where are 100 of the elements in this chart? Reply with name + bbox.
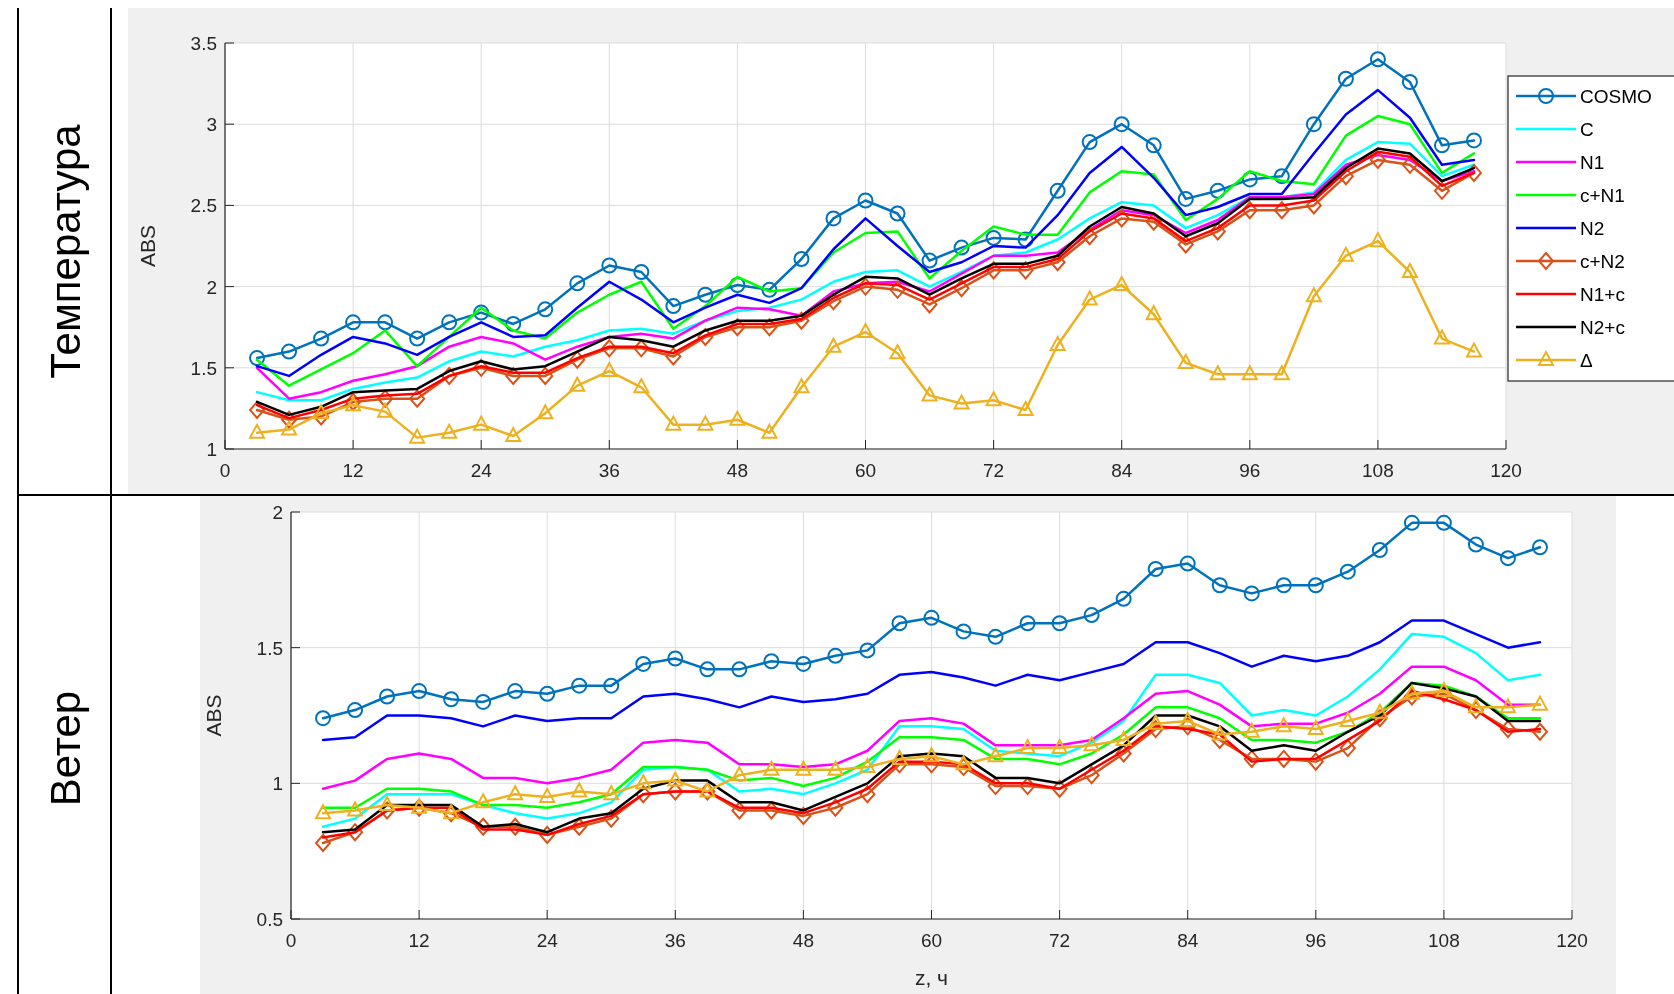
point — [667, 650, 684, 667]
x-tick-label: 96 — [1239, 460, 1261, 481]
point — [409, 389, 426, 408]
point — [313, 404, 330, 420]
legend-label: N2+c — [1580, 317, 1625, 338]
point — [1241, 201, 1258, 220]
point — [345, 314, 362, 331]
point — [953, 394, 970, 410]
point — [1019, 777, 1036, 796]
point — [1371, 541, 1388, 558]
point — [633, 378, 650, 394]
point — [953, 279, 970, 298]
point — [1115, 744, 1132, 763]
point — [571, 677, 588, 694]
point — [1401, 262, 1418, 278]
point — [889, 280, 906, 299]
x-tick-label: 84 — [1111, 460, 1133, 481]
point — [889, 344, 906, 360]
point — [793, 311, 810, 330]
point — [633, 339, 650, 358]
point — [795, 760, 812, 776]
x-tick-label: 12 — [408, 930, 430, 951]
point — [635, 655, 652, 672]
point — [921, 295, 938, 314]
point — [475, 793, 492, 809]
point — [697, 327, 714, 346]
legend-label: Δ — [1580, 350, 1593, 371]
point — [1115, 730, 1132, 746]
point — [379, 796, 396, 812]
point — [473, 304, 490, 321]
point — [795, 806, 812, 825]
point — [281, 410, 298, 429]
point — [1017, 401, 1034, 417]
point — [793, 250, 810, 267]
text: Ветер — [42, 690, 89, 807]
legend-label: c+N2 — [1580, 251, 1625, 272]
point — [603, 809, 620, 828]
point — [1177, 235, 1194, 254]
point — [1307, 720, 1324, 736]
point — [1369, 150, 1386, 169]
point — [1083, 736, 1100, 752]
point — [1467, 536, 1484, 553]
point — [795, 655, 812, 672]
point — [1433, 137, 1450, 154]
point — [379, 801, 396, 820]
point — [697, 415, 714, 431]
point — [825, 292, 842, 311]
point — [1049, 182, 1066, 199]
point — [505, 315, 522, 332]
point — [985, 391, 1002, 407]
point — [1465, 132, 1482, 149]
point — [1499, 698, 1516, 714]
legend-label: N1+c — [1580, 284, 1625, 305]
point — [793, 378, 810, 394]
point — [473, 358, 490, 377]
point — [347, 823, 364, 842]
point — [985, 261, 1002, 280]
point — [761, 423, 778, 439]
point — [377, 402, 394, 418]
x-tick-label: 36 — [664, 930, 686, 951]
point — [1403, 687, 1420, 706]
point — [955, 755, 972, 771]
point — [537, 404, 554, 420]
point — [539, 685, 556, 702]
point — [1433, 329, 1450, 345]
x-tick-label: 108 — [1362, 460, 1394, 481]
point — [699, 661, 716, 678]
point — [1017, 231, 1034, 248]
point — [571, 782, 588, 798]
point — [507, 785, 524, 801]
point — [827, 647, 844, 664]
point — [249, 423, 266, 439]
point — [1339, 739, 1356, 758]
point — [1401, 73, 1418, 90]
point — [665, 347, 682, 366]
point — [1049, 336, 1066, 352]
point — [953, 239, 970, 256]
point — [603, 677, 620, 694]
point — [763, 760, 780, 776]
x-tick-label: 96 — [1305, 930, 1327, 951]
x-tick-label: 72 — [1049, 930, 1071, 951]
point — [1243, 722, 1260, 738]
point — [1307, 577, 1324, 594]
point — [1241, 171, 1258, 188]
point — [923, 747, 940, 763]
legend-label: COSMO — [1580, 86, 1652, 107]
x-tick-label: 120 — [1490, 460, 1522, 481]
point — [1273, 168, 1290, 185]
legend-label: C — [1580, 119, 1594, 140]
point — [475, 693, 492, 710]
point — [987, 747, 1004, 763]
point — [441, 423, 458, 439]
point — [825, 210, 842, 227]
point — [603, 785, 620, 801]
legend-label: N2 — [1580, 218, 1605, 239]
point — [569, 376, 586, 392]
y-tick-label: 3 — [206, 114, 217, 136]
y-tick-label: 1.5 — [256, 637, 283, 659]
point — [505, 366, 522, 385]
point — [539, 787, 556, 803]
